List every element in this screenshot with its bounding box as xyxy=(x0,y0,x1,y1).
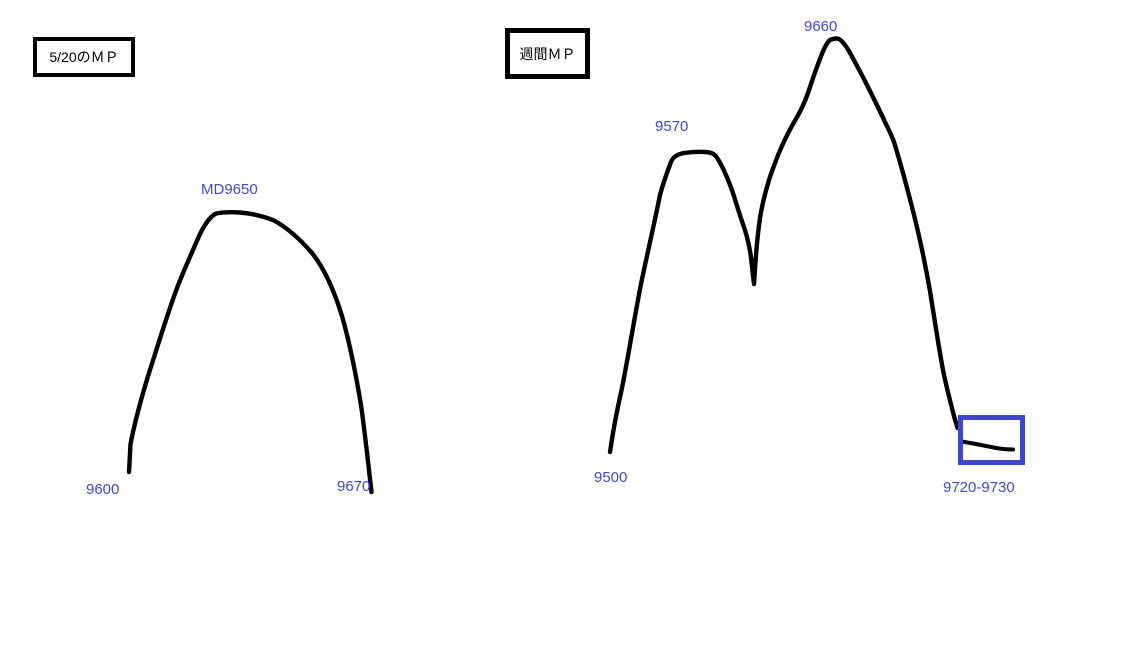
label-day-peak: MD9650 xyxy=(201,181,258,198)
week-mp-title-box: 週間ＭＰ xyxy=(505,28,590,79)
label-week-first-peak: 9570 xyxy=(655,118,689,135)
day-mp-title-box: 5/20のＭＰ xyxy=(33,37,135,77)
day-mp-title: 5/20のＭＰ xyxy=(49,49,119,65)
week-mp-title: 週間ＭＰ xyxy=(519,45,576,62)
label-day-end: 9670 xyxy=(337,478,371,495)
label-week-second-peak: 9660 xyxy=(804,18,838,35)
week-mp-closing-price-line xyxy=(959,439,1015,452)
label-week-end: 9720-9730 xyxy=(943,479,1015,496)
week-mp-curve xyxy=(607,36,960,455)
label-day-start: 9600 xyxy=(86,481,120,498)
label-week-start: 9500 xyxy=(594,469,628,486)
highlight-box xyxy=(958,415,1025,465)
day-mp-curve xyxy=(126,210,374,495)
